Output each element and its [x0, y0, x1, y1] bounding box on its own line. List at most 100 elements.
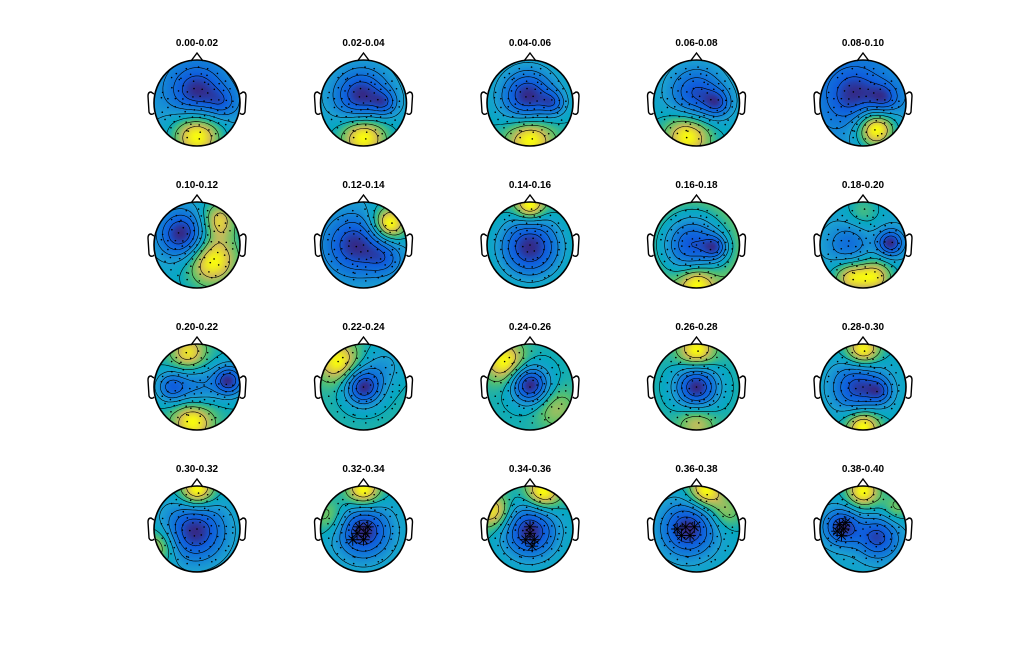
electrode-dot	[841, 498, 844, 501]
electrode-dot	[536, 114, 539, 117]
electrode-dot	[692, 229, 695, 232]
electrode-dot	[890, 506, 893, 508]
nose-outline	[190, 51, 204, 62]
electrode-dot	[890, 222, 893, 224]
panel-title: 0.16-0.18	[675, 180, 718, 191]
electrode-dot	[731, 100, 734, 103]
electrode-dot	[562, 513, 564, 516]
electrode-dot	[178, 115, 181, 118]
electrode-dot	[685, 420, 688, 423]
topoplot-panel: 0.28-0.30	[813, 322, 913, 431]
electrode-dot	[507, 97, 510, 100]
scalp-map	[320, 344, 407, 430]
electrode-dot	[706, 234, 709, 236]
electrode-dot	[185, 493, 188, 496]
electrode-dot	[354, 272, 356, 274]
electrode-dot	[175, 72, 178, 75]
electrode-dot	[852, 278, 854, 281]
electrode-dot	[510, 232, 513, 234]
electrode-dot	[873, 83, 876, 85]
electrode-dot	[672, 404, 675, 407]
electrode-dot	[374, 509, 376, 511]
electrode-dot	[835, 540, 838, 543]
electrode-dot	[883, 406, 886, 408]
electrode-dot	[211, 276, 213, 279]
electrode-dot	[164, 544, 166, 547]
electrode-dot	[716, 498, 718, 501]
electrode-dot	[522, 529, 524, 532]
electrode-dot	[336, 553, 339, 555]
electrode-dot	[692, 513, 695, 516]
electrode-dot	[859, 513, 861, 516]
electrode-dot	[853, 556, 856, 558]
electrode-dot	[178, 78, 181, 81]
electrode-dot	[697, 350, 699, 352]
topoplot-panel: 0.34-0.36	[480, 464, 580, 573]
electrode-dot	[827, 375, 830, 378]
electrode-dot	[539, 500, 541, 503]
left-ear-outline	[313, 233, 321, 257]
electrode-dot	[520, 130, 523, 132]
electrode-dot	[876, 390, 878, 393]
electrode-dot	[394, 119, 396, 121]
electrode-dot	[197, 66, 200, 68]
electrode-dot	[391, 383, 394, 386]
electrode-dot	[214, 558, 217, 561]
electrode-dot	[508, 214, 511, 217]
electrode-dot	[503, 411, 505, 413]
electrode-dot	[536, 507, 539, 510]
electrode-dot	[564, 390, 567, 392]
electrode-dot	[864, 422, 867, 424]
electrode-dot	[851, 271, 854, 274]
electrode-dot	[882, 498, 885, 501]
topoplot-panel: 0.22-0.24	[313, 322, 414, 431]
electrode-dot	[525, 80, 528, 83]
electrode-dot	[494, 233, 497, 236]
electrode-dot	[185, 555, 188, 558]
electrode-dot	[683, 110, 686, 113]
electrode-dot	[373, 67, 375, 70]
electrode-dot	[518, 547, 520, 550]
electrode-dot	[884, 383, 886, 385]
electrode-dot	[522, 215, 525, 218]
electrode-dot	[724, 390, 727, 393]
electrode-dot	[856, 265, 858, 267]
electrode-dot	[374, 367, 376, 369]
electrode-dot	[866, 215, 869, 217]
panel-title: 0.18-0.20	[842, 180, 885, 191]
electrode-dot	[663, 260, 666, 263]
electrode-dot	[852, 91, 855, 93]
electrode-dot	[679, 219, 682, 222]
electrode-dot	[876, 524, 879, 527]
electrode-dot	[327, 238, 329, 241]
electrode-dot	[684, 263, 687, 266]
electrode-dot	[565, 384, 567, 387]
electrode-dot	[532, 379, 534, 382]
electrode-dot	[348, 103, 350, 105]
electrode-dot	[330, 544, 333, 547]
electrode-dot	[515, 368, 518, 371]
electrode-dot	[847, 103, 850, 105]
electrode-dot	[672, 120, 675, 123]
electrode-dot	[515, 98, 517, 100]
head-outline	[652, 59, 741, 147]
contour-lines	[154, 60, 240, 146]
electrode-dot	[703, 114, 705, 117]
electrode-dot	[898, 242, 900, 245]
electrode-dot	[232, 100, 234, 103]
electrode-dot	[890, 80, 893, 82]
electrode-dot	[839, 262, 842, 265]
electrode-dot	[373, 92, 376, 94]
electrode-dot	[698, 400, 701, 403]
right-ear-outline	[739, 233, 747, 257]
electrode-dot	[848, 226, 851, 229]
electrode-dot	[209, 545, 212, 548]
electrode-dot	[210, 248, 212, 251]
electrode-dot	[348, 245, 350, 247]
electrode-dot	[727, 261, 729, 263]
electrode-dot	[523, 265, 525, 267]
electrode-dot	[394, 545, 396, 547]
electrode-dot	[224, 364, 227, 366]
electrode-dot	[222, 373, 225, 376]
electrode-dot	[383, 109, 386, 112]
